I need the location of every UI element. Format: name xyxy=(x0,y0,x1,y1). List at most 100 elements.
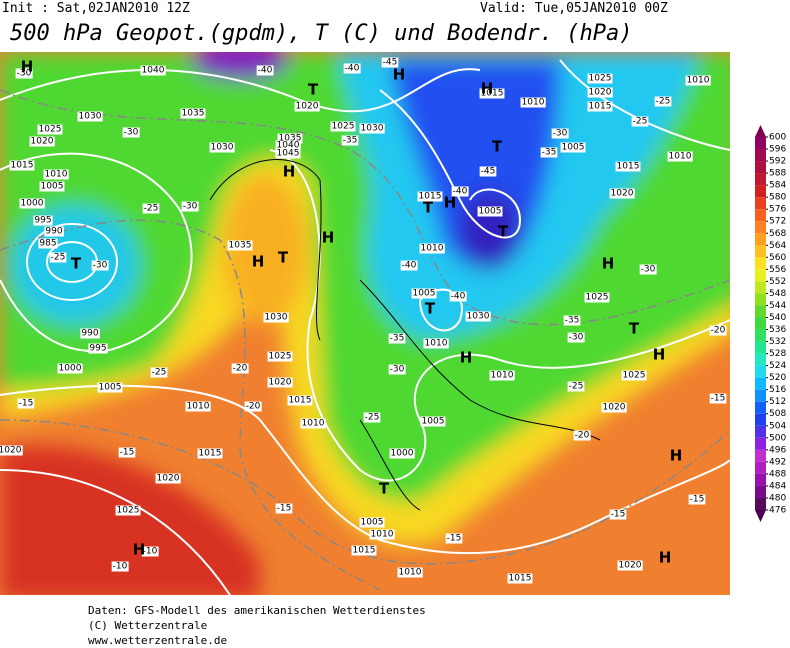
temperature-label-group: -30 xyxy=(91,260,109,271)
isobar-label-group: 1025 xyxy=(37,124,63,135)
isobar-label-group: 1020 xyxy=(609,188,635,199)
isobar-label: 1045 xyxy=(277,149,300,159)
isobar-label-group: 1020 xyxy=(601,402,627,413)
isobar-label-group: 1030 xyxy=(359,123,385,134)
isobar-label-group: 1005 xyxy=(359,517,385,528)
temperature-label-group: -20 xyxy=(231,363,249,374)
temperature-label-group: -15 xyxy=(17,398,35,409)
colorbar-swatch xyxy=(755,425,766,438)
colorbar-label: 580 xyxy=(769,193,786,203)
colorbar-swatch xyxy=(755,305,766,318)
isobar-label-box xyxy=(359,123,385,134)
isobar-label-group: 995 xyxy=(33,215,53,226)
temperature-label-group: -25 xyxy=(363,412,381,423)
temperature-label: -15 xyxy=(120,448,135,458)
colorbar-swatch xyxy=(755,245,766,258)
temperature-label: -15 xyxy=(19,399,34,409)
temperature-label-box xyxy=(709,393,727,404)
isobar-label: 1020 xyxy=(157,474,180,484)
colorbar-swatch xyxy=(755,353,766,366)
temperature-label-box xyxy=(15,68,33,79)
temperature-label-group: -15 xyxy=(688,494,706,505)
isobar-label-group: 1000 xyxy=(19,198,45,209)
colorbar-label: 512 xyxy=(769,397,786,407)
pressure-center: H xyxy=(670,447,683,465)
temperature-label-group: -35 xyxy=(540,147,558,158)
temperature-label-box xyxy=(445,533,463,544)
temperature-label-group: -15 xyxy=(275,503,293,514)
temperature-label-group: -25 xyxy=(567,381,585,392)
isobar-label-box xyxy=(140,65,166,76)
pressure-center: H xyxy=(133,541,146,559)
pressure-center: T xyxy=(71,255,82,273)
temperature-label-group: -10 xyxy=(111,561,129,572)
temperature-label: -30 xyxy=(93,261,108,271)
colorbar-swatch xyxy=(755,365,766,378)
temperature-label: -35 xyxy=(542,148,557,158)
colorbar-label: 556 xyxy=(769,265,786,275)
colorbar-swatch xyxy=(755,293,766,306)
isobar-label-group: 1020 xyxy=(294,101,320,112)
temperature-label-group: -30 xyxy=(639,264,657,275)
colorbar: 476 480 484 488 492 496 500 504 508 512 516 520 524 5… xyxy=(755,125,786,522)
pressure-center: T xyxy=(629,320,640,338)
temperature-label-box xyxy=(609,509,627,520)
isobar-label-group: 1015 xyxy=(479,88,505,99)
colorbar-label: 528 xyxy=(769,349,786,359)
temperature-label: -40 xyxy=(453,187,468,197)
temperature-label: -35 xyxy=(565,316,580,326)
temperature-label-group: -35 xyxy=(563,315,581,326)
colorbar-swatch xyxy=(755,173,766,186)
isobar-label-box xyxy=(621,370,647,381)
isobar-label-box xyxy=(267,377,293,388)
colorbar-label: 508 xyxy=(769,409,786,419)
temperature-label: -25 xyxy=(656,97,671,107)
isobar-label-box xyxy=(37,124,63,135)
isobar-label: 1005 xyxy=(422,417,445,427)
temperature-label: -40 xyxy=(451,292,466,302)
isobar-label: 1025 xyxy=(586,293,609,303)
valid-time: Valid: Tue,05JAN2010 00Z xyxy=(480,1,668,16)
temperature-label-group: -30 xyxy=(181,201,199,212)
isobar-label: 1030 xyxy=(79,112,102,122)
isobar-label: 1015 xyxy=(11,161,34,171)
temperature-label: -15 xyxy=(611,510,626,520)
isobar-label-box xyxy=(300,418,326,429)
temperature-label-box xyxy=(244,401,262,412)
isobar-label-group: 1010 xyxy=(685,75,711,86)
colorbar-below xyxy=(755,510,766,522)
temperature-label: -20 xyxy=(711,326,726,336)
isobar-label-group: 1035 xyxy=(227,240,253,251)
isobar-label-box xyxy=(587,87,613,98)
temperature-label-group: -10 xyxy=(141,546,159,557)
temperature-label-group: -15 xyxy=(709,393,727,404)
isobar-label-group: 1010 xyxy=(397,567,423,578)
colorbar-swatch xyxy=(755,497,766,510)
temperature-label-group: -30 xyxy=(567,332,585,343)
isobar-label-group: 1015 xyxy=(351,545,377,556)
temperature-label-group: -30 xyxy=(551,128,569,139)
pressure-center: H xyxy=(653,346,666,364)
colorbar-label: 560 xyxy=(769,253,786,263)
isobar-label-group: 1020 xyxy=(0,445,23,456)
isobar-label-group: 1020 xyxy=(29,136,55,147)
isobar-label: 985 xyxy=(39,239,56,249)
temperature-label-group: -40 xyxy=(256,65,274,76)
isobar-label: 1005 xyxy=(99,383,122,393)
temperature-label-box xyxy=(118,447,136,458)
colorbar-swatch xyxy=(755,461,766,474)
isobar-label-box xyxy=(419,243,445,254)
isobar-label-box xyxy=(369,529,395,540)
temperature-label-box xyxy=(451,186,469,197)
colorbar-swatch xyxy=(755,413,766,426)
isobar-label-group: 1000 xyxy=(389,448,415,459)
temperature-label: -25 xyxy=(51,253,66,263)
colorbar-label: 572 xyxy=(769,217,786,227)
temperature-label-box xyxy=(573,430,591,441)
isobar-label-group: 1030 xyxy=(465,311,491,322)
temperature-label-box xyxy=(551,128,569,139)
temperature-label-box xyxy=(563,315,581,326)
isobar-label-box xyxy=(155,473,181,484)
temperature-label: -15 xyxy=(277,504,292,514)
temperature-label-group: -20 xyxy=(709,325,727,336)
